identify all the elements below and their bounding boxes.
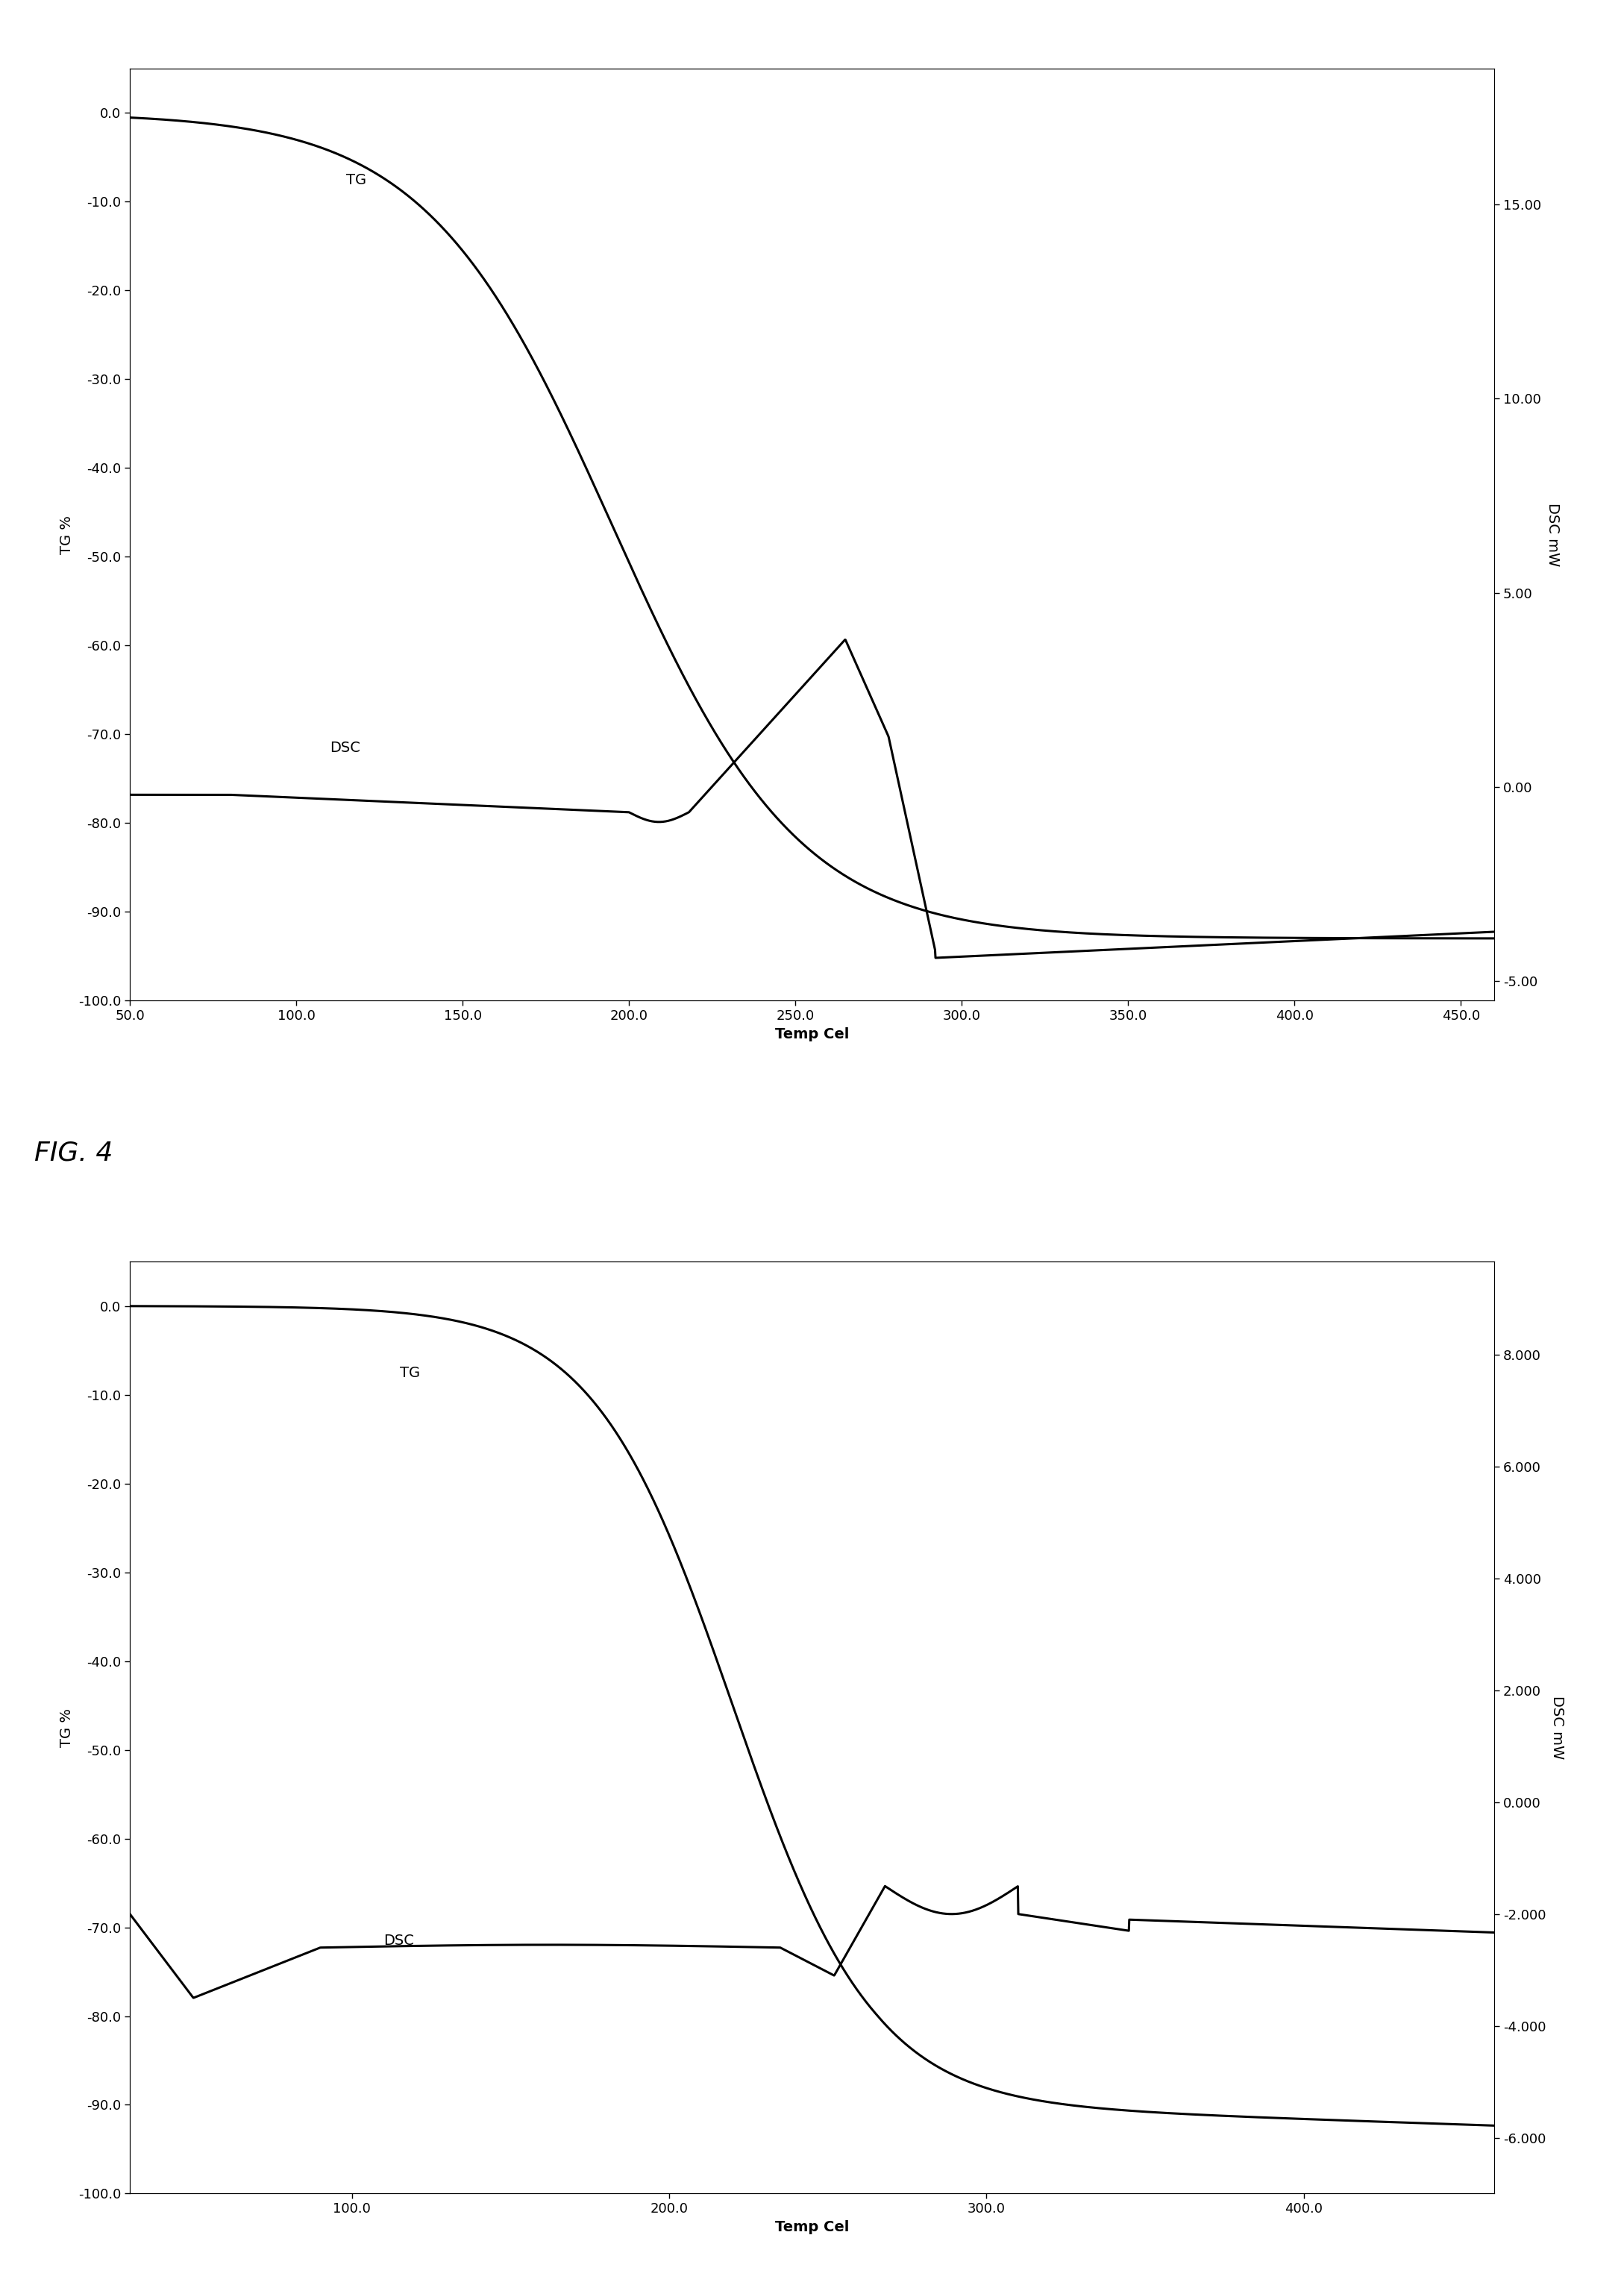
- Text: TG: TG: [346, 174, 367, 187]
- Text: DSC: DSC: [383, 1933, 414, 1949]
- Y-axis label: TG %: TG %: [60, 1709, 75, 1748]
- Text: TG: TG: [400, 1366, 421, 1380]
- Y-axis label: DSC mW: DSC mW: [1546, 503, 1559, 567]
- X-axis label: Temp Cel: Temp Cel: [775, 2221, 849, 2235]
- Text: FIG. 4: FIG. 4: [34, 1140, 114, 1165]
- X-axis label: Temp Cel: Temp Cel: [775, 1026, 849, 1042]
- Text: DSC: DSC: [330, 740, 361, 754]
- Y-axis label: DSC mW: DSC mW: [1551, 1695, 1564, 1759]
- Y-axis label: TG %: TG %: [60, 514, 75, 553]
